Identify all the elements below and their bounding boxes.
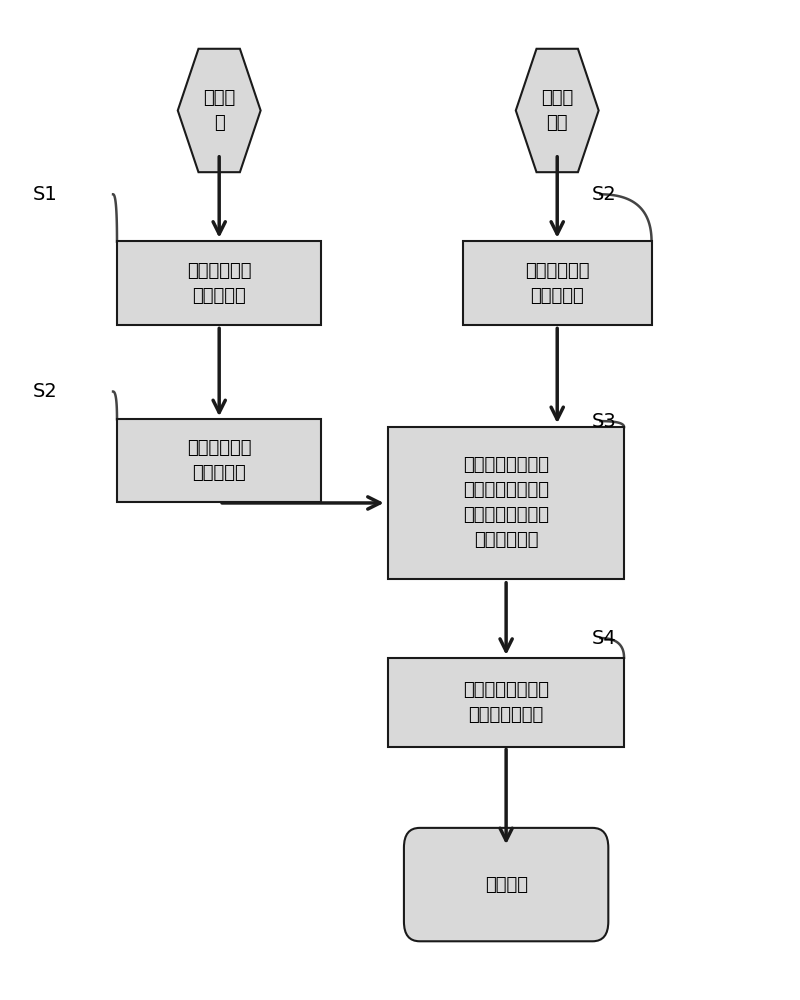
Text: 构建拉普拉斯
图像金字塔: 构建拉普拉斯 图像金字塔 — [187, 439, 251, 482]
Text: 红外图
像: 红外图 像 — [203, 89, 235, 132]
Text: 可见光
图像: 可见光 图像 — [541, 89, 574, 132]
Text: S4: S4 — [592, 629, 617, 648]
FancyBboxPatch shape — [388, 658, 624, 747]
Text: S1: S1 — [32, 185, 57, 204]
FancyBboxPatch shape — [117, 419, 322, 502]
Text: 利用拉普拉斯金字
塔重建融合图像: 利用拉普拉斯金字 塔重建融合图像 — [463, 681, 549, 724]
FancyBboxPatch shape — [117, 241, 322, 325]
Text: 融合伪彩色的高频
信息和可见光的低
频信息构建新的拉
普拉斯金字塔: 融合伪彩色的高频 信息和可见光的低 频信息构建新的拉 普拉斯金字塔 — [463, 456, 549, 549]
Text: 温度反演生成
伪彩色图像: 温度反演生成 伪彩色图像 — [187, 262, 251, 305]
Polygon shape — [178, 49, 261, 172]
FancyBboxPatch shape — [388, 427, 624, 579]
FancyBboxPatch shape — [404, 828, 608, 941]
FancyBboxPatch shape — [463, 241, 651, 325]
Text: S3: S3 — [592, 412, 617, 431]
Text: 构建拉普拉斯
图像金字塔: 构建拉普拉斯 图像金字塔 — [525, 262, 590, 305]
Text: S2: S2 — [32, 382, 57, 401]
Text: S2: S2 — [592, 185, 617, 204]
Polygon shape — [516, 49, 598, 172]
Text: 融合图像: 融合图像 — [485, 876, 528, 894]
